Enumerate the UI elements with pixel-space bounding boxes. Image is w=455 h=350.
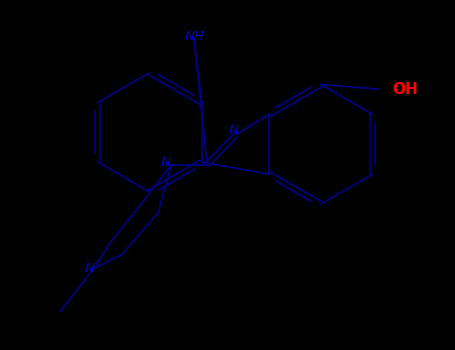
Text: N: N [85,262,95,275]
Text: OH: OH [392,82,418,97]
Text: N: N [161,156,171,169]
Text: N: N [229,124,238,136]
Text: NH: NH [185,30,205,43]
